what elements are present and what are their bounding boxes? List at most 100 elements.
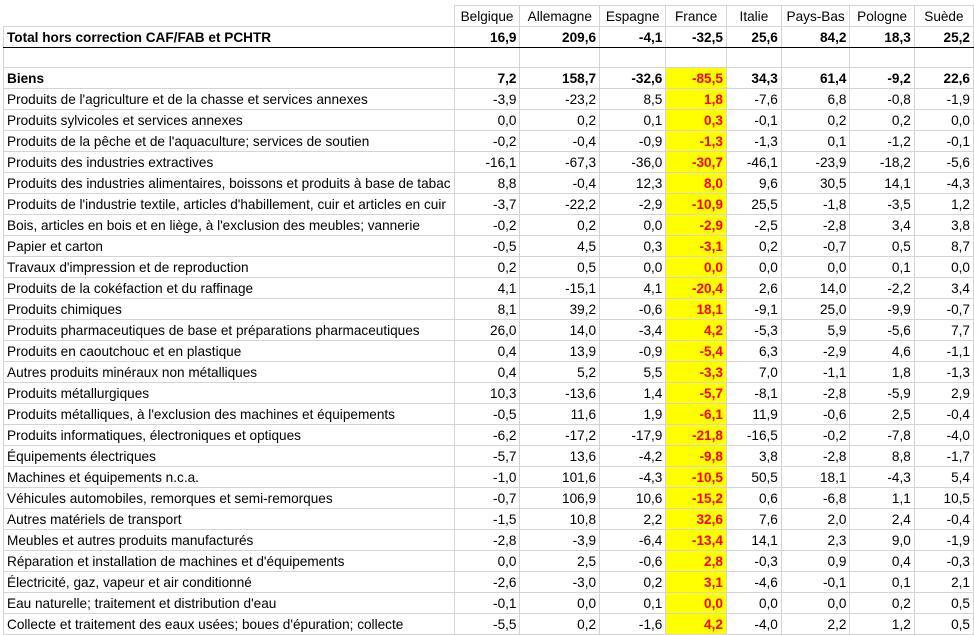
value-cell[interactable]: 10,8 xyxy=(519,508,601,530)
value-cell[interactable]: 11,9 xyxy=(725,403,782,425)
value-cell[interactable]: 0,2 xyxy=(519,109,601,131)
column-header[interactable]: Suède xyxy=(913,5,974,27)
value-cell[interactable]: 14,1 xyxy=(849,172,915,194)
value-cell[interactable]: -4,2 xyxy=(599,445,667,467)
france-value-cell[interactable]: -10,9 xyxy=(665,193,727,215)
value-cell[interactable]: 26,0 xyxy=(453,319,521,341)
value-cell[interactable]: -22,2 xyxy=(519,193,601,215)
value-cell[interactable]: 0,5 xyxy=(519,256,601,278)
value-cell[interactable]: 14,1 xyxy=(725,529,782,551)
value-cell[interactable]: 0,5 xyxy=(849,235,915,257)
empty-cell[interactable] xyxy=(453,47,521,68)
empty-cell[interactable] xyxy=(849,47,915,68)
value-cell[interactable]: 3,4 xyxy=(913,277,974,299)
column-header[interactable]: France xyxy=(665,5,727,27)
value-cell[interactable]: 6,8 xyxy=(780,88,851,110)
value-cell[interactable]: 6,3 xyxy=(725,340,782,362)
value-cell[interactable]: 1,4 xyxy=(599,382,667,404)
value-cell[interactable]: 0,4 xyxy=(453,340,521,362)
value-cell[interactable]: 0,0 xyxy=(599,214,667,236)
value-cell[interactable]: 106,9 xyxy=(519,487,601,509)
value-cell[interactable]: -2,9 xyxy=(780,340,851,362)
row-label[interactable]: Produits de la cokéfaction et du raffina… xyxy=(3,277,455,299)
value-cell[interactable]: 2,4 xyxy=(849,508,915,530)
value-cell[interactable]: 9,0 xyxy=(849,529,915,551)
france-value-cell[interactable]: -6,1 xyxy=(665,403,727,425)
value-cell[interactable]: -5,6 xyxy=(913,151,974,173)
row-label[interactable]: Total hors correction CAF/FAB et PCHTR xyxy=(3,26,455,48)
row-label[interactable]: Produits de la pêche et de l'aquaculture… xyxy=(3,130,455,152)
value-cell[interactable]: -0,4 xyxy=(913,403,974,425)
value-cell[interactable]: 18,3 xyxy=(849,26,915,48)
value-cell[interactable]: 1,9 xyxy=(599,403,667,425)
france-value-cell[interactable]: -5,4 xyxy=(665,340,727,362)
value-cell[interactable]: -5,7 xyxy=(453,445,521,467)
value-cell[interactable]: -0,1 xyxy=(780,571,851,593)
value-cell[interactable]: 5,9 xyxy=(780,319,851,341)
value-cell[interactable]: -0,3 xyxy=(913,550,974,572)
value-cell[interactable]: 2,9 xyxy=(913,382,974,404)
value-cell[interactable]: -16,5 xyxy=(725,424,782,446)
value-cell[interactable]: 14,0 xyxy=(519,319,601,341)
value-cell[interactable]: -0,2 xyxy=(780,424,851,446)
value-cell[interactable]: -0,6 xyxy=(599,550,667,572)
value-cell[interactable]: -2,6 xyxy=(453,571,521,593)
value-cell[interactable]: 0,1 xyxy=(849,256,915,278)
value-cell[interactable]: 0,4 xyxy=(453,361,521,383)
value-cell[interactable]: -1,1 xyxy=(913,340,974,362)
row-label[interactable]: Machines et équipements n.c.a. xyxy=(3,466,455,488)
empty-cell[interactable] xyxy=(725,47,782,68)
value-cell[interactable]: -1,7 xyxy=(913,445,974,467)
column-header[interactable]: Pologne xyxy=(849,5,915,27)
value-cell[interactable]: -3,0 xyxy=(519,571,601,593)
value-cell[interactable]: 2,2 xyxy=(780,613,851,635)
france-value-cell[interactable]: -85,5 xyxy=(665,67,727,89)
value-cell[interactable]: 0,0 xyxy=(913,109,974,131)
france-value-cell[interactable]: 2,8 xyxy=(665,550,727,572)
empty-cell[interactable] xyxy=(519,47,601,68)
value-cell[interactable]: -4,3 xyxy=(849,466,915,488)
value-cell[interactable]: 0,2 xyxy=(599,571,667,593)
value-cell[interactable]: 0,2 xyxy=(453,256,521,278)
row-label[interactable]: Produits sylvicoles et services annexes xyxy=(3,109,455,131)
value-cell[interactable]: -0,3 xyxy=(725,550,782,572)
row-label[interactable]: Meubles et autres produits manufacturés xyxy=(3,529,455,551)
value-cell[interactable]: 4,5 xyxy=(519,235,601,257)
row-label[interactable]: Collecte et traitement des eaux usées; b… xyxy=(3,613,455,635)
value-cell[interactable]: 1,2 xyxy=(913,193,974,215)
value-cell[interactable]: -0,9 xyxy=(599,340,667,362)
value-cell[interactable]: 0,2 xyxy=(849,592,915,614)
france-value-cell[interactable]: 18,1 xyxy=(665,298,727,320)
row-label[interactable]: Produits chimiques xyxy=(3,298,455,320)
value-cell[interactable]: 8,8 xyxy=(849,445,915,467)
value-cell[interactable]: 0,0 xyxy=(780,592,851,614)
value-cell[interactable]: 0,2 xyxy=(780,109,851,131)
row-label[interactable]: Produits en caoutchouc et en plastique xyxy=(3,340,455,362)
value-cell[interactable]: 18,1 xyxy=(780,466,851,488)
row-label[interactable]: Produits des industries extractives xyxy=(3,151,455,173)
value-cell[interactable]: -1,1 xyxy=(780,361,851,383)
value-cell[interactable]: 8,5 xyxy=(599,88,667,110)
value-cell[interactable]: -5,9 xyxy=(849,382,915,404)
value-cell[interactable]: -32,5 xyxy=(665,26,727,48)
value-cell[interactable]: 1,8 xyxy=(849,361,915,383)
value-cell[interactable]: -16,1 xyxy=(453,151,521,173)
value-cell[interactable]: -0,8 xyxy=(849,88,915,110)
value-cell[interactable]: 16,9 xyxy=(453,26,521,48)
france-value-cell[interactable]: -3,3 xyxy=(665,361,727,383)
france-value-cell[interactable]: 1,8 xyxy=(665,88,727,110)
value-cell[interactable]: -6,8 xyxy=(780,487,851,509)
france-value-cell[interactable]: 0,0 xyxy=(665,256,727,278)
value-cell[interactable]: -6,4 xyxy=(599,529,667,551)
value-cell[interactable]: 7,0 xyxy=(725,361,782,383)
row-label[interactable]: Produits des industries alimentaires, bo… xyxy=(3,172,455,194)
value-cell[interactable]: -2,9 xyxy=(599,193,667,215)
value-cell[interactable]: -4,3 xyxy=(599,466,667,488)
value-cell[interactable]: 13,6 xyxy=(519,445,601,467)
value-cell[interactable]: -2,2 xyxy=(849,277,915,299)
value-cell[interactable]: 1,2 xyxy=(849,613,915,635)
value-cell[interactable]: 0,1 xyxy=(849,571,915,593)
value-cell[interactable]: 0,0 xyxy=(725,592,782,614)
value-cell[interactable]: 209,6 xyxy=(519,26,601,48)
value-cell[interactable]: -6,2 xyxy=(453,424,521,446)
